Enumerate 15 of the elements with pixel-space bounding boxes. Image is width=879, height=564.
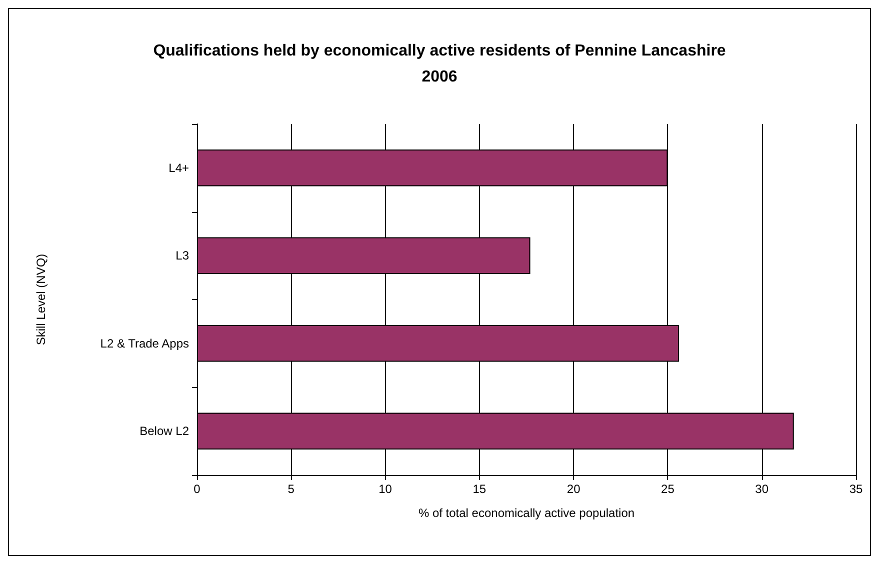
x-tick-label: 35 — [849, 482, 863, 496]
x-tick-label: 15 — [472, 482, 486, 496]
x-axis-title: % of total economically active population — [418, 506, 635, 520]
x-tick-label: 20 — [566, 482, 581, 496]
x-tick-label: 30 — [755, 482, 769, 496]
x-tick-label: 25 — [661, 482, 675, 496]
x-tick-label: 5 — [288, 482, 295, 496]
x-tick-label: 10 — [378, 482, 392, 496]
y-tick-label: L3 — [176, 248, 190, 263]
y-tick-label: L4+ — [168, 160, 189, 175]
y-tick-label: Below L2 — [140, 424, 190, 438]
x-tick-label: 0 — [194, 482, 201, 496]
y-tick-label: L2 & Trade Apps — [100, 336, 189, 350]
y-axis-title: Skill Level (NVQ) — [34, 254, 48, 346]
chart-title: Qualifications held by economically active residents of Pennine Lancashire 2006 — [153, 42, 726, 86]
